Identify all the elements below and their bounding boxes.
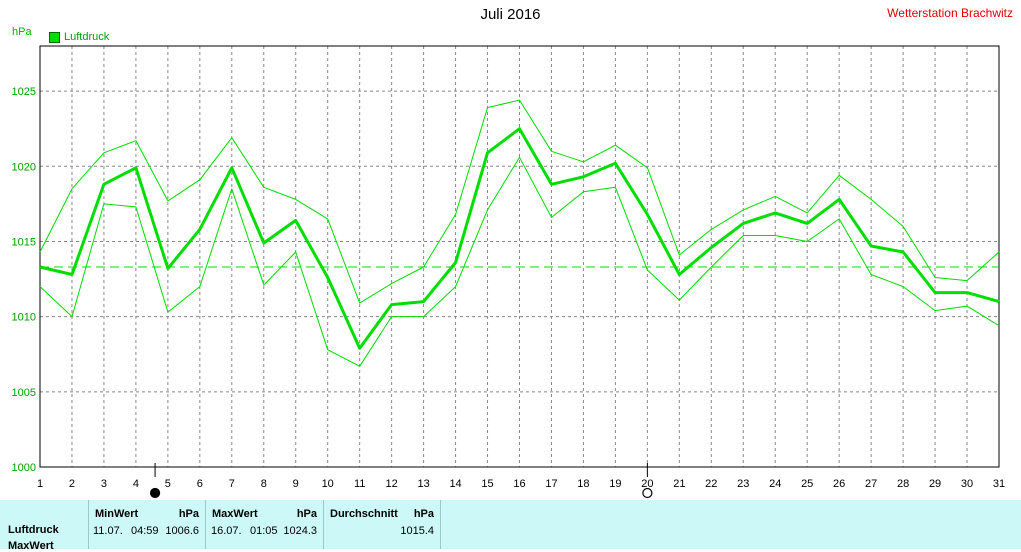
x-tick-label: 7 <box>229 478 235 490</box>
stats-avg-cell: Durchschnitt hPa 1015.4 <box>324 500 441 549</box>
y-tick-label: 1020 <box>12 161 36 173</box>
x-tick-label: 6 <box>197 478 203 490</box>
x-tick-label: 26 <box>833 478 845 490</box>
x-tick-label: 1 <box>37 478 43 490</box>
legend-label: Luftdruck <box>64 31 110 43</box>
min-unit: hPa <box>178 508 199 520</box>
plot-frame <box>39 45 1000 468</box>
x-tick-label: 29 <box>929 478 941 490</box>
x-tick-label: 28 <box>897 478 909 490</box>
full-moon-icon <box>149 487 161 499</box>
x-tick-label: 8 <box>261 478 267 490</box>
min-value: 1006.6 <box>165 525 199 537</box>
min-time: 04:59 <box>131 525 159 537</box>
max-date: 16.07. <box>211 525 242 537</box>
x-tick-label: 4 <box>133 478 139 490</box>
x-tick-label: 24 <box>769 478 781 490</box>
x-tick-label: 15 <box>481 478 493 490</box>
chart-title: Juli 2016 <box>480 6 541 23</box>
x-tick-label: 18 <box>577 478 589 490</box>
max-time: 01:05 <box>250 525 278 537</box>
max-unit: hPa <box>296 508 317 520</box>
avg-header: Durchschnitt <box>330 508 398 520</box>
x-tick-label: 19 <box>609 478 621 490</box>
x-tick-label: 5 <box>165 478 171 490</box>
x-tick-label: 25 <box>801 478 813 490</box>
x-tick-label: 12 <box>386 478 398 490</box>
y-tick-label: 1000 <box>12 462 36 474</box>
x-tick-label: 14 <box>449 478 461 490</box>
series-line-max <box>39 99 1000 304</box>
max-header: MaxWert <box>212 508 258 520</box>
x-tick-label: 30 <box>961 478 973 490</box>
y-tick-label: 1015 <box>12 236 36 248</box>
avg-unit: hPa <box>413 508 434 520</box>
stats-row-label: MaxWert <box>8 540 54 552</box>
x-tick-label: 9 <box>293 478 299 490</box>
min-header: MinWert <box>95 508 139 520</box>
x-tick-label: 10 <box>322 478 334 490</box>
x-tick-label: 17 <box>545 478 557 490</box>
legend: Luftdruck <box>49 31 109 43</box>
min-date: 11.07. <box>93 525 123 537</box>
avg-value: 1015.4 <box>400 525 434 537</box>
y-tick-label: 1010 <box>12 312 36 324</box>
x-tick-label: 21 <box>673 478 685 490</box>
x-tick-label: 3 <box>101 478 107 490</box>
y-tick-label: 1005 <box>12 387 36 399</box>
x-tick-label: 20 <box>641 478 653 490</box>
y-axis-unit: hPa <box>12 26 32 38</box>
x-tick-label: 11 <box>354 478 365 490</box>
max-value: 1024.3 <box>283 525 317 537</box>
stats-max-cell: MaxWert hPa 16.07. 01:05 1024.3 <box>206 500 324 549</box>
x-tick-label: 27 <box>865 478 877 490</box>
x-tick-label: 31 <box>993 478 1005 490</box>
x-tick-label: 16 <box>513 478 525 490</box>
x-tick-label: 23 <box>737 478 749 490</box>
stats-row-label: Luftdruck <box>8 524 59 536</box>
pressure-chart: 1 2 3 4 5 6 7 8 9 10 11 12 13 14 15 16 17 18 19 20 21 22 23 24 2… <box>12 45 1005 499</box>
stats-label-cell: Luftdruck MaxWert <box>0 500 89 552</box>
new-moon-icon <box>642 487 653 499</box>
x-tick-label: 22 <box>705 478 717 490</box>
x-tick-label: 2 <box>69 478 75 490</box>
series-line-min <box>39 156 1000 367</box>
stats-min-cell: MinWert hPa 11.07. 04:59 1006.6 <box>89 500 206 549</box>
legend-swatch <box>49 31 60 43</box>
statistics-panel: Luftdruck MaxWert MinWert hPa 11.07. 04:… <box>0 500 1021 552</box>
station-name: Wetterstation Brachwitz <box>887 6 1013 20</box>
y-tick-label: 1025 <box>12 86 36 98</box>
series-line-mean <box>39 127 1000 350</box>
x-tick-label: 13 <box>417 478 429 490</box>
